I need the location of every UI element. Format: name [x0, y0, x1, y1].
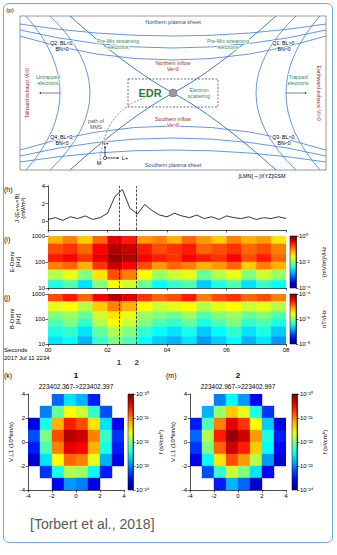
svg-text:4: 4	[22, 391, 26, 397]
svg-text:2: 2	[184, 415, 188, 421]
svg-text:06: 06	[223, 347, 230, 353]
svg-text:10⁻²¹: 10⁻²¹	[300, 415, 313, 421]
svg-text:-4: -4	[19, 487, 25, 493]
html-text:[Torbert et al., 2018]: [Torbert et al., 2018]	[30, 516, 155, 532]
svg-text:02: 02	[104, 347, 111, 353]
svg-text:4: 4	[42, 183, 46, 189]
svg-text:(j): (j)	[4, 294, 10, 302]
svg-text:4: 4	[284, 493, 288, 499]
svg-text:100: 100	[35, 259, 46, 265]
svg-text:0: 0	[22, 439, 26, 445]
svg-text:(h): (h)	[4, 186, 13, 194]
svg-text:Southern plasma sheet: Southern plasma sheet	[145, 162, 202, 168]
svg-text:0: 0	[236, 493, 240, 499]
svg-text:L+: L+	[122, 155, 128, 161]
svg-text:10⁰: 10⁰	[299, 232, 308, 239]
svg-text:1: 1	[74, 371, 79, 380]
svg-text:2017 Jul 11 2234: 2017 Jul 11 2234	[4, 355, 50, 361]
svg-text:Q2: BL<0,BN>0: Q2: BL<0,BN>0	[50, 40, 74, 52]
svg-text:(i): (i)	[4, 236, 10, 244]
svg-text:-4: -4	[187, 493, 193, 499]
svg-text:Earthward exhaust Vi>0: Earthward exhaust Vi>0	[316, 65, 322, 120]
svg-text:1000: 1000	[32, 291, 46, 297]
svg-text:Northern inflowVe<0: Northern inflowVe<0	[156, 60, 191, 72]
svg-text:10: 10	[38, 285, 45, 291]
svg-text:223402.367->223402.397: 223402.367->223402.397	[39, 383, 114, 390]
svg-text:f (s³/cm⁶): f (s³/cm⁶)	[322, 430, 328, 454]
svg-text:N+: N+	[101, 140, 108, 146]
svg-text:10⁻²²: 10⁻²²	[136, 439, 149, 445]
svg-text:10⁻⁴: 10⁻⁴	[299, 291, 311, 297]
svg-text:08: 08	[283, 347, 290, 353]
svg-text:223402.967->223402.997: 223402.967->223402.997	[201, 383, 276, 390]
svg-text:-2: -2	[211, 493, 217, 499]
svg-text:(k): (k)	[4, 372, 12, 380]
svg-text:10⁻²²: 10⁻²²	[300, 439, 313, 445]
svg-text:2: 2	[42, 201, 46, 207]
svg-text:Q3: BL>0,BN<0: Q3: BL>0,BN<0	[272, 134, 296, 146]
svg-text:4: 4	[184, 391, 188, 397]
svg-text:10⁻⁸: 10⁻⁸	[299, 341, 311, 347]
svg-text:(nW/m³): (nW/m³)	[20, 197, 26, 219]
svg-text:Pre-Mix streamingelectrons: Pre-Mix streamingelectrons	[207, 38, 249, 50]
svg-text:path ofMMS: path ofMMS	[88, 118, 104, 130]
svg-text:[Hz]: [Hz]	[15, 313, 21, 324]
svg-text:10⁻²: 10⁻²	[299, 259, 310, 265]
svg-text:(p): (p)	[6, 7, 13, 13]
svg-text:-2: -2	[49, 493, 55, 499]
svg-text:0: 0	[74, 493, 78, 499]
svg-text:0: 0	[42, 218, 46, 224]
svg-text:M: M	[97, 160, 102, 166]
svg-text:Seconds: Seconds	[4, 347, 27, 353]
svg-text:1000: 1000	[32, 233, 46, 239]
svg-text:Pre-Mix streamingelectrons: Pre-Mix streamingelectrons	[97, 38, 139, 50]
svg-text:1: 1	[117, 358, 122, 367]
svg-text:nT²/Hz: nT²/Hz	[321, 310, 327, 328]
svg-text:2: 2	[134, 358, 139, 367]
svg-text:10⁻⁴: 10⁻⁴	[299, 285, 311, 291]
svg-text:2: 2	[98, 493, 102, 499]
svg-text:V⊥1 (10⁴km/s): V⊥1 (10⁴km/s)	[8, 422, 14, 462]
svg-text:2: 2	[236, 371, 241, 380]
svg-text:0: 0	[184, 439, 188, 445]
svg-text:Q1: BL>0,BN>0: Q1: BL>0,BN>0	[272, 40, 296, 52]
svg-text:00: 00	[45, 347, 52, 353]
svg-text:B-Omni: B-Omni	[8, 308, 15, 330]
svg-text:EDR: EDR	[138, 87, 161, 99]
svg-text:Northern plasma sheet: Northern plasma sheet	[145, 19, 201, 25]
svg-text:Electronscattering: Electronscattering	[188, 87, 211, 99]
svg-text:Untrappedelectrons: Untrappedelectrons	[36, 74, 60, 86]
svg-text:-4: -4	[181, 487, 187, 493]
svg-text:10⁻⁶: 10⁻⁶	[299, 316, 311, 322]
svg-text:Tailward exhaust Vi<0: Tailward exhaust Vi<0	[24, 68, 30, 119]
svg-text:4: 4	[122, 493, 126, 499]
svg-text:(mV/m)²/Hz: (mV/m)²/Hz	[321, 247, 327, 278]
svg-text:V⊥1 (10⁴km/s): V⊥1 (10⁴km/s)	[170, 422, 176, 462]
svg-text:J·(E+vₑ×B): J·(E+vₑ×B)	[14, 193, 20, 223]
svg-text:(m): (m)	[166, 372, 177, 380]
svg-text:2: 2	[22, 415, 26, 421]
svg-text:04: 04	[164, 347, 171, 353]
svg-text:Q4: BL<0,BN<0: Q4: BL<0,BN<0	[50, 134, 74, 146]
svg-text:10⁻²⁰: 10⁻²⁰	[136, 390, 149, 397]
svg-text:10⁻²⁴: 10⁻²⁴	[300, 487, 314, 493]
svg-text:Southern inflowVe>0: Southern inflowVe>0	[155, 116, 191, 128]
svg-text:10⁻²⁴: 10⁻²⁴	[136, 487, 150, 493]
svg-text:10⁻²³: 10⁻²³	[136, 463, 149, 469]
svg-text:100: 100	[35, 316, 46, 322]
svg-text:[Hz]: [Hz]	[15, 256, 21, 267]
svg-text:-2: -2	[182, 463, 188, 469]
svg-text:-4: -4	[25, 493, 31, 499]
svg-text:2: 2	[260, 493, 264, 499]
svg-text:10⁻²⁰: 10⁻²⁰	[300, 390, 313, 397]
svg-text:[LMN] ~ [XYZ]GSM: [LMN] ~ [XYZ]GSM	[238, 173, 286, 179]
svg-text:E-Omni: E-Omni	[8, 251, 15, 273]
svg-text:Trappedelectrons: Trappedelectrons	[287, 74, 308, 86]
svg-text:10: 10	[38, 341, 45, 347]
svg-text:-2: -2	[20, 463, 26, 469]
svg-text:10⁻²¹: 10⁻²¹	[136, 415, 149, 421]
svg-text:10⁻²³: 10⁻²³	[300, 463, 313, 469]
svg-text:f (s³/cm⁶): f (s³/cm⁶)	[158, 430, 164, 454]
